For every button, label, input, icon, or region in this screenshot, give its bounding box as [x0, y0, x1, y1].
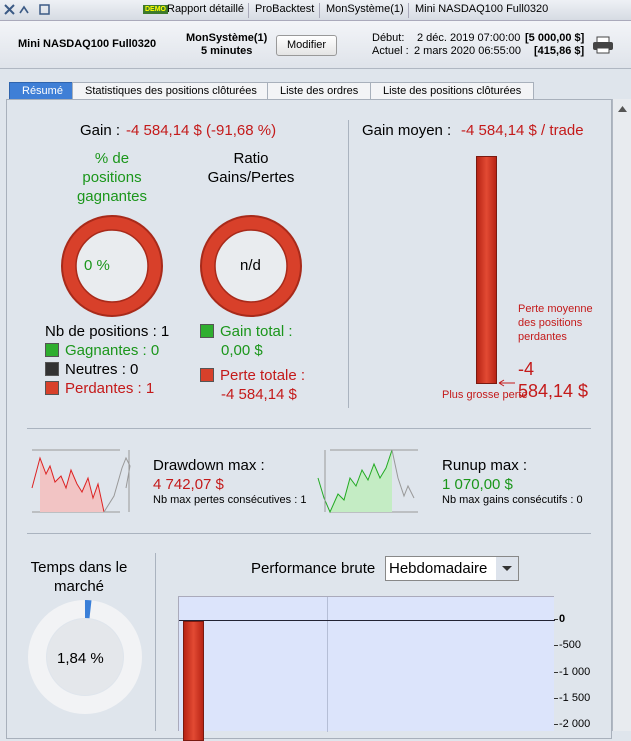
winners: Gagnantes : 0	[45, 342, 159, 359]
market-time-title: Temps dans le marché	[30, 559, 128, 595]
grid-line	[327, 597, 328, 732]
timeframe: 5 minutes	[201, 45, 253, 57]
drawdown-chart	[31, 449, 131, 513]
period-select[interactable]: Hebdomadaire	[385, 556, 519, 581]
losers-text: Perdantes : 1	[65, 380, 155, 397]
winning-value: 0 %	[84, 257, 110, 274]
demo-badge: DEMO	[143, 5, 168, 14]
drawdown-detail: Nb max pertes consécutives : 1	[153, 494, 307, 506]
total-loss-label: Perte totale :	[200, 367, 305, 384]
market-time-donut	[28, 600, 142, 714]
neutral-text: Neutres : 0	[65, 361, 139, 378]
tab[interactable]: Liste des ordres	[267, 82, 372, 100]
performance-title: Performance brute	[251, 560, 376, 577]
total-gain-label: Gain total :	[200, 323, 293, 340]
runup-value: 1 070,00 $	[442, 476, 513, 493]
separator	[27, 428, 591, 429]
losers: Perdantes : 1	[45, 380, 154, 397]
start-capital: [5 000,00 $]	[525, 32, 585, 44]
winning-title: % de positions gagnantes	[76, 150, 148, 205]
axis-tick	[554, 619, 558, 620]
runup-chart	[317, 449, 418, 514]
separator	[27, 533, 591, 534]
divider	[348, 120, 349, 408]
select-arrow[interactable]	[496, 557, 518, 580]
total-loss: -4 584,14 $	[221, 386, 297, 403]
winners-text: Gagnantes : 0	[65, 342, 160, 359]
performance-chart	[178, 596, 555, 741]
positions-count: Nb de positions : 1	[45, 323, 170, 340]
avg-loss-label: Perte moyenne des positions perdantes	[518, 303, 593, 343]
start-date: 2 déc. 2019 07:00:00	[417, 32, 521, 44]
performance-bar	[183, 621, 204, 741]
total-loss-label-text: Perte totale :	[220, 367, 306, 384]
axis-label: -1 500	[559, 691, 591, 704]
axis-label: -1 000	[559, 665, 591, 678]
gain-label: Gain :	[80, 122, 121, 139]
axis-tick	[554, 724, 558, 726]
modify-button[interactable]: Modifier	[276, 35, 337, 56]
scrollbar[interactable]	[612, 99, 631, 731]
neutral: Neutres : 0	[45, 361, 138, 378]
divider	[155, 553, 156, 731]
drawdown-value: 4 742,07 $	[153, 476, 224, 493]
avg-value: -4 584,14 $ / trade	[461, 122, 584, 139]
biggest-loss: Plus grosse perte	[442, 389, 528, 401]
gain-value: -4 584,14 $ (-91,68 %)	[126, 122, 277, 139]
ratio-title: Ratio Gains/Pertes	[207, 150, 295, 186]
total-gain: 0,00 $	[221, 342, 263, 359]
toolbar: DEMO Rapport détaillé ProBacktest MonSys…	[0, 0, 631, 21]
window-controls[interactable]	[3, 3, 55, 17]
donuts	[61, 215, 302, 317]
scroll-up[interactable]	[613, 99, 631, 119]
toolbar-tab[interactable]: MonSystème(1)	[319, 3, 410, 18]
current-capital: [415,86 $]	[534, 45, 585, 57]
zero-line	[179, 620, 555, 621]
axis-tick	[554, 671, 558, 673]
ratio-value: n/d	[240, 257, 261, 274]
axis-tick	[554, 697, 558, 699]
current-label: Actuel :	[372, 45, 409, 57]
drawdown-label: Drawdown max :	[153, 457, 265, 474]
current-date: 2 mars 2020 06:55:00	[414, 45, 522, 57]
instrument: Mini NASDAQ100 Full0320	[18, 38, 157, 50]
system: MonSystème(1)	[186, 32, 268, 44]
runup-detail: Nb max gains consécutifs : 0	[442, 494, 583, 506]
arrow	[498, 379, 515, 387]
toolbar-tab[interactable]: ProBacktest	[248, 3, 320, 18]
start-label: Début:	[372, 32, 405, 44]
header: Mini NASDAQ100 Full0320 MonSystème(1) 5 …	[0, 21, 631, 69]
avg-label: Gain moyen :	[362, 122, 452, 139]
tab[interactable]: Liste des positions clôturées	[370, 82, 535, 100]
axis-label: -500	[559, 639, 582, 652]
market-time-value: 1,84 %	[57, 650, 104, 667]
toolbar-tab[interactable]: Rapport détaillé	[167, 3, 245, 15]
axis-label: 0	[559, 613, 566, 625]
axis-tick	[554, 645, 558, 647]
axis-label: -2 000	[559, 718, 591, 731]
tab[interactable]: Statistiques des positions clôturées	[72, 82, 270, 100]
tab-active[interactable]: Résumé	[9, 82, 76, 100]
total-gain-label-text: Gain total :	[220, 323, 293, 340]
print-icon[interactable]	[592, 36, 614, 54]
runup-label: Runup max :	[442, 457, 528, 474]
avg-loss-value: -4 584,14 $	[518, 359, 589, 401]
avg-loss-bar	[476, 156, 497, 384]
toolbar-tab[interactable]: Mini NASDAQ100 Full0320	[408, 3, 554, 18]
period-value: Hebdomadaire	[389, 560, 488, 577]
